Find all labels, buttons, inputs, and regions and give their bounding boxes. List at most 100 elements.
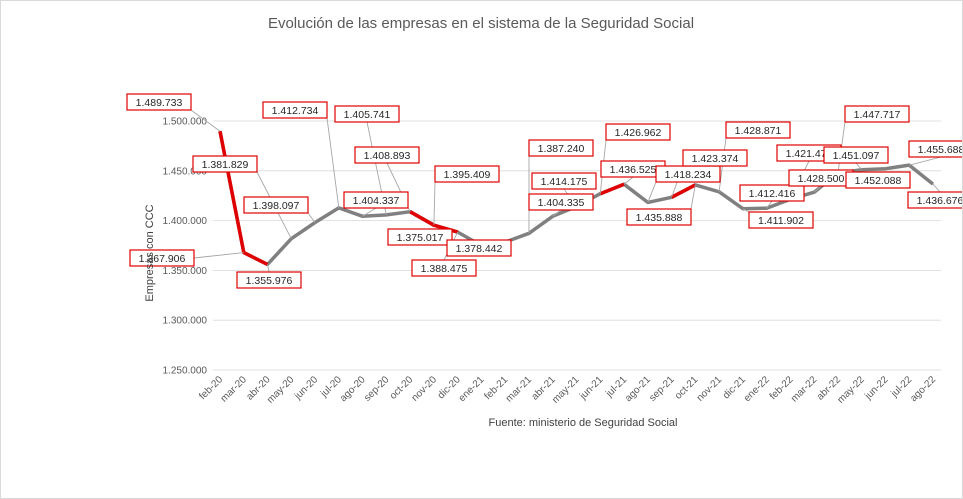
data-label-text: 1.408.893: [364, 150, 411, 162]
data-label-text: 1.426.962: [615, 127, 662, 139]
label-leader-line: [362, 207, 377, 217]
data-label: 1.411.902: [748, 211, 814, 229]
data-label: 1.388.475: [411, 259, 477, 277]
data-label-box: [528, 139, 594, 157]
data-label: 1.428.871: [725, 121, 791, 139]
data-label-text: 1.414.175: [541, 176, 588, 188]
data-labels: 1.489.733 1.367.906 1.355.976 1.381.829 1.39…: [126, 93, 962, 289]
data-label: 1.455.688: [908, 140, 962, 158]
label-leader-line: [932, 183, 941, 193]
x-tick-label: ene-22: [742, 374, 772, 404]
data-label: 1.435.888: [626, 208, 692, 226]
label-leader-line: [307, 212, 316, 223]
data-label-box: [528, 193, 594, 211]
data-label-box: [605, 123, 671, 141]
data-label-text: 1.423.374: [692, 153, 739, 165]
y-tick-label: 1.250.000: [163, 366, 208, 377]
data-label-text: 1.428.500: [798, 173, 845, 185]
x-tick-label: mar-20: [219, 374, 249, 404]
data-label-box: [748, 211, 814, 229]
data-label: 1.378.442: [446, 239, 512, 257]
data-label-box: [739, 184, 805, 202]
data-label: 1.404.335: [528, 193, 594, 211]
data-label: 1.447.717: [844, 105, 910, 123]
data-label: 1.405.741: [334, 105, 400, 123]
data-label: 1.387.240: [528, 139, 594, 157]
data-label-text: 1.435.888: [636, 212, 683, 224]
data-label-box: [844, 105, 910, 123]
data-label-box: [236, 271, 302, 289]
data-label-text: 1.387.240: [538, 143, 585, 155]
x-tick-label: ene-21: [457, 374, 487, 404]
x-tick-label: jun-22: [862, 374, 890, 402]
y-tick-label: 1.350.000: [163, 266, 208, 277]
data-label-text: 1.388.475: [421, 263, 468, 275]
data-label-text: 1.398.097: [253, 200, 300, 212]
label-leader-line: [190, 109, 221, 132]
data-label: 1.381.829: [192, 155, 258, 173]
data-label-box: [192, 155, 258, 173]
data-label-box: [343, 191, 409, 209]
data-label-text: 1.404.335: [538, 197, 585, 209]
data-label: 1.451.097: [823, 146, 889, 164]
x-tick-label: sep-20: [362, 374, 392, 404]
data-label-box: [845, 171, 911, 189]
x-tick-label: mar-21: [504, 374, 534, 404]
highlight-segment: [670, 183, 697, 199]
label-leader-line: [552, 209, 562, 217]
data-label-box: [262, 101, 328, 119]
data-label-text: 1.447.717: [854, 109, 901, 121]
data-label-box: [126, 93, 192, 111]
data-label-box: [243, 196, 309, 214]
data-label-box: [434, 165, 500, 183]
data-label-box: [354, 146, 420, 164]
data-label: 1.367.906: [129, 249, 195, 267]
x-tick-label: may-20: [265, 374, 297, 406]
data-label-text: 1.428.871: [735, 125, 782, 137]
source-note: Fuente: ministerio de Seguridad Social: [489, 417, 678, 429]
label-leader-line: [326, 117, 340, 208]
data-label: 1.398.097: [243, 196, 309, 214]
x-tick-label: sep-21: [647, 374, 677, 404]
x-tick-label: ago-21: [623, 374, 653, 404]
data-label-text: 1.375.017: [397, 232, 444, 244]
data-label-text: 1.452.088: [855, 175, 902, 187]
data-label: 1.408.893: [354, 146, 420, 164]
label-leader-line: [193, 252, 244, 259]
y-tick-label: 1.450.000: [163, 166, 208, 177]
data-label-box: [725, 121, 791, 139]
data-label: 1.423.374: [682, 149, 748, 167]
label-leader-line: [813, 185, 822, 193]
data-label-text: 1.436.676: [917, 195, 962, 207]
data-label-text: 1.451.097: [833, 150, 880, 162]
data-label-text: 1.436.525: [610, 164, 657, 176]
x-tick-labels: feb-20mar-20abr-20may-20jun-20jul-20ago-…: [197, 374, 938, 406]
y-tick-label: 1.500.000: [163, 117, 208, 128]
data-label-box: [823, 146, 889, 164]
data-label: 1.426.962: [605, 123, 671, 141]
data-label: 1.428.500: [788, 169, 854, 187]
data-label: 1.395.409: [434, 165, 500, 183]
data-label-text: 1.489.733: [136, 97, 183, 109]
data-label-box: [411, 259, 477, 277]
label-leader-line: [742, 208, 750, 213]
x-tick-label: ago-20: [338, 374, 368, 404]
data-label: 1.414.175: [531, 172, 597, 190]
data-label: 1.412.734: [262, 101, 328, 119]
data-label: 1.412.416: [739, 184, 805, 202]
data-label-text: 1.411.902: [758, 215, 804, 227]
data-label-text: 1.355.976: [246, 275, 293, 287]
data-label-text: 1.367.906: [139, 253, 186, 265]
x-tick-label: mar-22: [789, 374, 819, 404]
x-tick-label: may-21: [550, 374, 582, 406]
data-label: 1.436.676: [907, 191, 962, 209]
y-tick-label: 1.400.000: [163, 216, 208, 227]
data-label-box: [626, 208, 692, 226]
x-tick-label: nov-21: [695, 374, 725, 404]
label-leader-lines: [190, 109, 942, 273]
label-leader-line: [909, 156, 942, 166]
x-tick-label: nov-20: [410, 374, 440, 404]
data-label-box: [334, 105, 400, 123]
